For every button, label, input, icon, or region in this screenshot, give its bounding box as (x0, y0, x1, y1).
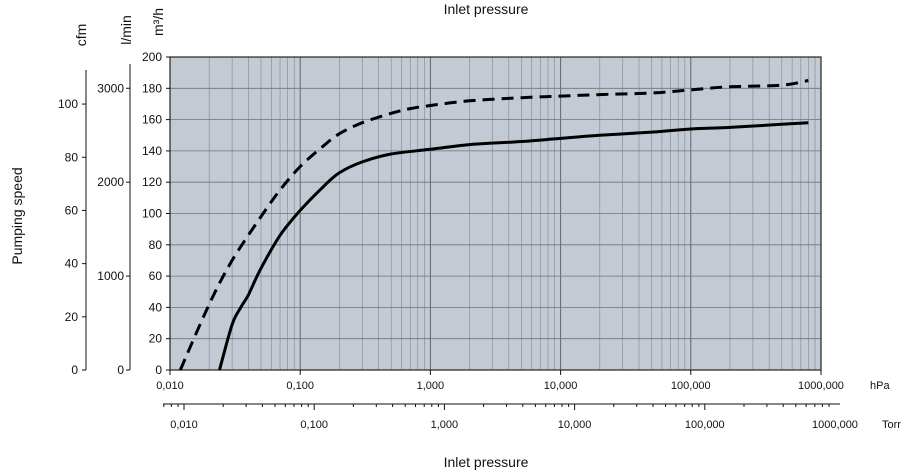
x-tick-label-torr: 0,010 (170, 419, 198, 431)
x-tick-label-torr: 0,100 (300, 419, 328, 431)
x-tick-label-hpa: 1,000 (417, 380, 445, 392)
y-tick-label-lmin: 2000 (97, 175, 124, 189)
y-tick-label-m3h: 60 (149, 269, 163, 283)
y-tick-label-m3h: 40 (149, 300, 163, 314)
y-unit-cfm: cfm (73, 24, 89, 47)
y-unit-m3h: m³/h (150, 8, 166, 36)
x-tick-label-torr: 100,000 (685, 419, 725, 431)
y-tick-label-m3h: 100 (142, 207, 162, 221)
y-tick-label-cfm: 0 (71, 363, 78, 377)
x-tick-label-hpa: 100,000 (671, 380, 711, 392)
y-tick-label-m3h: 180 (142, 81, 162, 95)
y-tick-label-m3h: 200 (142, 50, 162, 64)
chart-title: Inlet pressure (444, 1, 529, 17)
y-tick-label-cfm: 20 (65, 310, 79, 324)
y-tick-label-m3h: 120 (142, 175, 162, 189)
x-tick-label-hpa: 10,000 (544, 380, 578, 392)
y-tick-label-m3h: 80 (149, 238, 163, 252)
x-tick-label-hpa: 0,100 (286, 380, 314, 392)
y-tick-label-cfm: 60 (65, 203, 79, 217)
y-tick-label-lmin: 0 (117, 363, 124, 377)
x-tick-label-torr: 1,000 (431, 419, 459, 431)
x-unit-hpa: hPa (870, 380, 890, 392)
y-tick-label-lmin: 3000 (97, 81, 124, 95)
y-tick-label-cfm: 40 (65, 257, 79, 271)
x-tick-label-hpa: 0,010 (156, 380, 184, 392)
series-group (178, 79, 809, 371)
x-tick-label-torr: 10,000 (558, 419, 592, 431)
y-axis-title: Pumping speed (9, 167, 25, 264)
x-tick-label-hpa: 1000,000 (798, 380, 844, 392)
y-tick-label-m3h: 140 (142, 144, 162, 158)
y-tick-label-cfm: 100 (58, 97, 78, 111)
y-tick-label-m3h: 0 (155, 363, 162, 377)
axes-group: 0204060801001201401601802000100020003000… (58, 50, 858, 431)
y-tick-label-m3h: 160 (142, 113, 162, 127)
labels-group: Inlet pressure Inlet pressure Pumping sp… (9, 1, 901, 470)
series-line-dashed (178, 79, 809, 371)
y-tick-label-cfm: 80 (65, 150, 79, 164)
y-tick-label-m3h: 20 (149, 332, 163, 346)
y-unit-lmin: l/min (118, 15, 134, 45)
y-tick-label-lmin: 1000 (97, 269, 124, 283)
x-tick-label-torr: 1000,000 (812, 419, 858, 431)
series-line-solid (218, 121, 809, 371)
x-unit-torr: Torr (882, 419, 901, 431)
x-axis-title: Inlet pressure (444, 454, 529, 470)
